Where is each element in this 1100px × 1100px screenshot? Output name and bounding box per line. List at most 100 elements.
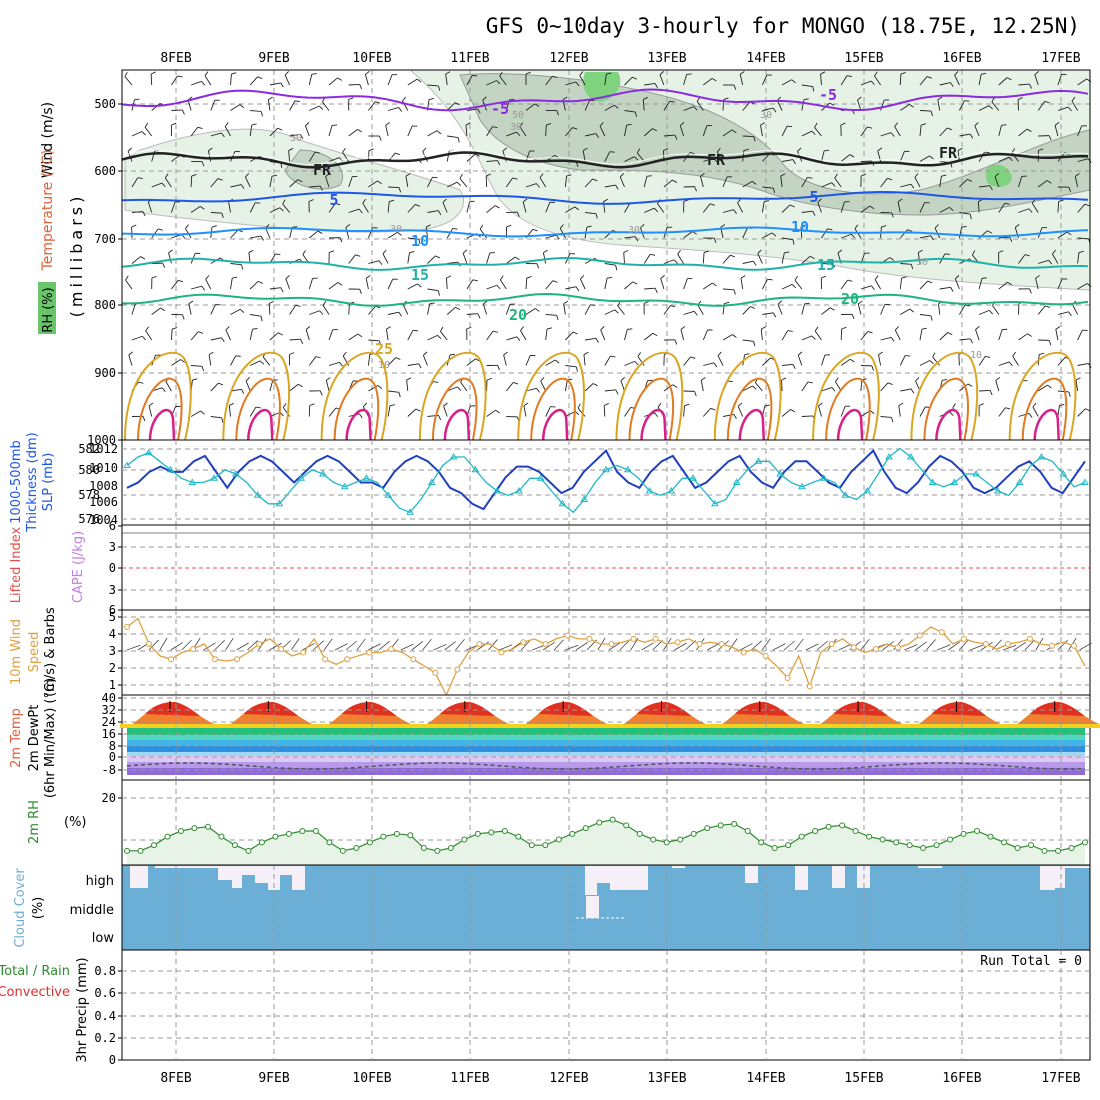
wind-barb — [584, 383, 594, 392]
contour-35 — [541, 408, 569, 441]
cloud-gap — [1055, 866, 1065, 888]
wind-barb-flag — [1055, 326, 1061, 330]
wind-barb — [284, 74, 291, 86]
temp-hump-base — [808, 724, 909, 728]
wind-barb-flag — [496, 80, 501, 85]
wind-barb-flag — [1035, 275, 1040, 279]
slp-line-point — [798, 482, 806, 490]
wind-barb — [131, 177, 139, 188]
wind-barb — [387, 278, 394, 290]
wind-barb — [643, 332, 654, 341]
wind-barb — [482, 303, 488, 315]
wind-barb — [857, 99, 862, 111]
wind-barb-flag — [572, 127, 578, 130]
wind-barb-flag — [954, 71, 959, 76]
wind-barb-flag — [670, 305, 676, 308]
slp-line-point — [297, 474, 306, 481]
wind-barb-flag — [386, 326, 391, 330]
slp-line-point — [144, 448, 153, 456]
wind-barb — [249, 329, 253, 341]
wind-barb-flag — [302, 250, 306, 255]
wind-barb-flag — [1048, 135, 1052, 141]
ytick-label: 5 — [109, 610, 116, 624]
wind-barb — [821, 386, 833, 392]
wind-barb-flag — [506, 224, 512, 228]
wind-barb — [954, 74, 960, 86]
wind-barb-flag — [239, 104, 245, 109]
ytick-label: 1000 — [87, 433, 116, 447]
wind-barb — [308, 356, 317, 366]
wind-barb — [991, 101, 1000, 111]
wind-barb-flag — [315, 356, 321, 359]
wind-barb — [362, 202, 369, 213]
wind-barb-flag — [492, 126, 498, 129]
wind-barb — [760, 329, 763, 341]
wind-barb — [210, 416, 222, 419]
wind-barb — [440, 331, 448, 341]
wind-barb-flag — [926, 76, 932, 79]
surface-wind-barb — [290, 638, 300, 651]
surface-wind-barb — [1013, 642, 1026, 651]
wind-barb-flag — [574, 411, 580, 416]
wind-barb-flag — [474, 153, 480, 157]
surface-wind-barb — [860, 638, 870, 651]
rh-contour-label: 10 — [378, 360, 390, 371]
wind-barb — [348, 254, 356, 264]
wind-speed-line-point — [256, 641, 263, 647]
slp-line-point — [994, 487, 1002, 494]
wind-barb-flag — [1007, 281, 1012, 286]
wind-barb — [262, 356, 271, 366]
wind-barb-flag — [1044, 305, 1051, 308]
surface-wind-barb — [1057, 639, 1068, 651]
contour-30 — [137, 377, 183, 441]
lifted-index-label: Lifted Index — [9, 526, 24, 603]
wind-barb — [959, 304, 966, 315]
wind-barb-flag — [617, 301, 621, 307]
wind-barb-flag — [803, 98, 809, 101]
wind-speed-line-point — [322, 656, 329, 663]
wind-barb-flag — [975, 326, 980, 330]
wind-barb — [583, 354, 586, 366]
wind-barb-flag — [415, 408, 421, 412]
wind-barb-flag — [231, 72, 237, 75]
wind-barb-flag — [900, 72, 906, 75]
wind-barb-flag — [615, 265, 618, 271]
wind-barb — [387, 231, 398, 239]
wind-barb — [165, 381, 172, 392]
wind-barb-flag — [692, 231, 697, 235]
wind-barb-flag — [1029, 288, 1032, 294]
wind-barb-flag — [921, 123, 927, 126]
top-date-11FEB: 11FEB — [450, 51, 489, 66]
wind-barb — [345, 227, 350, 239]
wind-barb-flag — [640, 224, 645, 229]
wind-barb-flag — [161, 387, 166, 392]
wind-barb-flag — [792, 364, 796, 370]
wind-barb — [702, 252, 705, 264]
wind-barb-flag — [398, 311, 402, 317]
wind-barb — [781, 79, 792, 86]
wind-barb-flag — [652, 128, 658, 132]
rh2m-point — [488, 829, 495, 836]
wind-barb — [402, 304, 409, 315]
wind-barb-flag — [921, 327, 927, 330]
wind-barb-flag — [1012, 351, 1017, 357]
wind-barb — [427, 303, 431, 315]
wind-barb — [269, 332, 279, 341]
wind-barb — [742, 339, 754, 342]
wind-barb-flag — [181, 314, 185, 320]
wind-barb — [781, 252, 785, 264]
wind-barb — [1032, 406, 1039, 417]
wind-barb-flag — [298, 383, 303, 388]
wind-barb-flag — [566, 174, 572, 177]
wind-barb-flag — [357, 333, 363, 338]
wind-barb — [486, 409, 496, 417]
wind-barb — [1057, 357, 1066, 366]
wind-barb — [760, 125, 763, 137]
top-date-12FEB: 12FEB — [549, 51, 588, 66]
wind-barb — [545, 202, 551, 213]
wind-barb — [722, 334, 733, 341]
wind-barb — [722, 288, 735, 291]
wind-barb-flag — [432, 176, 438, 179]
wind-barb — [407, 330, 414, 341]
bottom-date-8FEB: 8FEB — [160, 1071, 191, 1086]
